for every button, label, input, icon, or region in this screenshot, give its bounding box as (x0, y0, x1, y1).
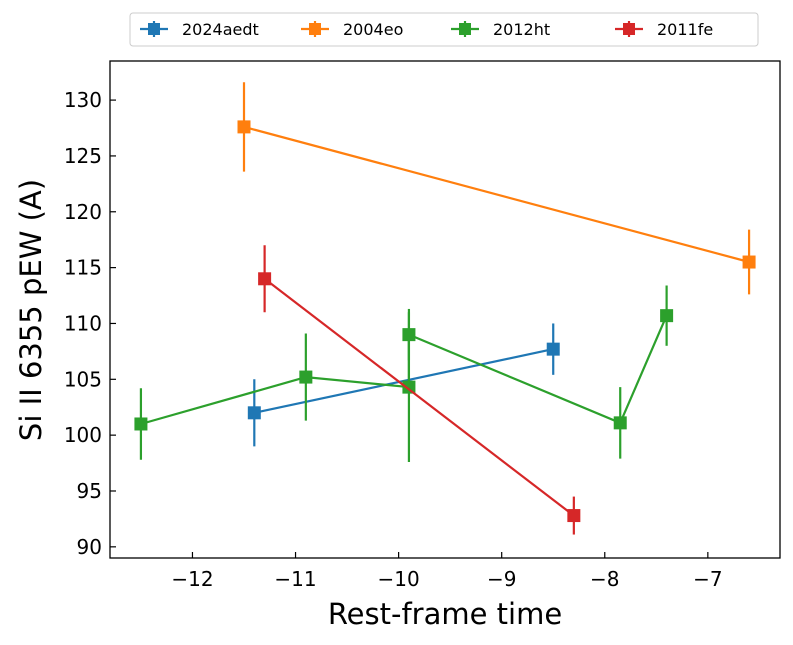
y-tick-label: 120 (64, 200, 102, 224)
legend: 2024aedt 2004eo 2012ht 2011fe (129, 12, 759, 47)
x-tick-label: −12 (171, 567, 213, 591)
legend-marker-2004eo (309, 23, 321, 35)
legend-marker-2011fe (623, 23, 635, 35)
legend-label-2012ht: 2012ht (493, 20, 550, 39)
series-line-2011fe (263, 277, 575, 517)
data-point-2011fe (258, 272, 272, 286)
data-point-2012ht (402, 328, 416, 342)
x-tick-label: −10 (378, 567, 420, 591)
data-point-2012ht (402, 380, 416, 394)
x-tick-label: −7 (693, 567, 722, 591)
x-tick-label: −9 (487, 567, 516, 591)
x-tick-label: −8 (590, 567, 619, 591)
legend-marker-2012ht (459, 23, 471, 35)
data-point-2012ht (134, 417, 148, 431)
legend-frame (129, 12, 759, 47)
y-tick-label: 115 (64, 256, 102, 280)
y-tick-label: 130 (64, 88, 102, 112)
data-point-2011fe (567, 509, 581, 523)
data-point-2012ht (660, 309, 674, 323)
x-tick-label: −11 (274, 567, 316, 591)
series-line-2004eo (243, 125, 750, 264)
y-tick-label: 105 (64, 367, 102, 391)
y-tick-label: 110 (64, 311, 102, 335)
y-tick-label: 100 (64, 423, 102, 447)
legend-marker-2024aedt (148, 23, 160, 35)
data-point-2004eo (237, 120, 251, 134)
y-tick-label: 90 (77, 535, 102, 559)
data-point-2012ht (299, 370, 313, 384)
data-point-2024aedt (247, 406, 261, 420)
x-axis-label: Rest-frame time (328, 597, 562, 631)
y-tick-label: 95 (77, 479, 102, 503)
data-point-2012ht (613, 416, 627, 430)
data-marks (134, 82, 756, 535)
plot-frame (109, 60, 781, 559)
legend-label-2011fe: 2011fe (657, 20, 713, 39)
y-axis-label: Si II 6355 pEW (A) (14, 179, 48, 441)
legend-label-2004eo: 2004eo (343, 20, 403, 39)
legend-label-2024aedt: 2024aedt (182, 20, 259, 39)
data-point-2024aedt (546, 342, 560, 356)
data-point-2004eo (742, 255, 756, 269)
axes: −12 −11 −10 −9 −8 −7 90 95 100 105 110 115 120 125 130 (64, 60, 781, 591)
y-tick-label: 125 (64, 144, 102, 168)
